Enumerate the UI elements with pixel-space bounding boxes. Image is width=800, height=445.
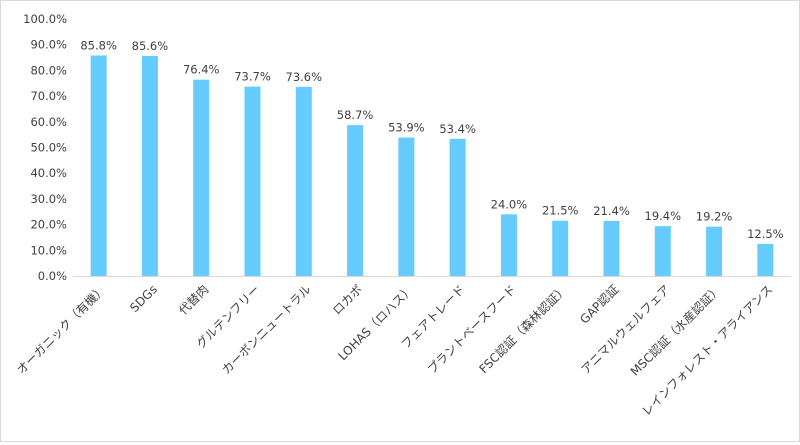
bar <box>757 243 774 276</box>
data-label: 73.6% <box>286 70 323 84</box>
y-tick-label: 40.0% <box>30 166 67 180</box>
bar <box>347 125 364 277</box>
data-label: 19.4% <box>645 209 682 223</box>
category-label: FSC認証（森林認証） <box>476 282 571 377</box>
data-label: 12.5% <box>747 227 784 241</box>
bar <box>654 226 671 276</box>
category-label: MSC認証（水産認証） <box>627 282 724 379</box>
bar <box>500 214 517 276</box>
bar <box>449 138 466 276</box>
y-axis-ticks: 0.0% 10.0% 20.0% 30.0% 40.0% 50.0% 60.0% 70.0% 8… <box>23 12 67 283</box>
data-label: 24.0% <box>491 197 528 211</box>
category-label: ロカボ <box>330 282 365 317</box>
data-label: 76.4% <box>183 63 220 77</box>
y-tick-label: 20.0% <box>30 218 67 232</box>
category-label: オーガニック（有機） <box>13 282 108 377</box>
bar <box>141 56 158 277</box>
category-label: アニマルウェルフェア <box>578 282 673 377</box>
data-label: 73.7% <box>234 70 271 84</box>
y-tick-label: 30.0% <box>30 192 67 206</box>
data-label: 53.9% <box>388 120 425 134</box>
data-label: 21.4% <box>593 204 630 218</box>
category-label: プラントベースフード <box>425 282 519 376</box>
y-tick-label: 70.0% <box>30 89 67 103</box>
y-tick-label: 80.0% <box>30 63 67 77</box>
data-label: 53.4% <box>439 122 476 136</box>
data-label: 21.5% <box>542 204 579 218</box>
y-tick-label: 60.0% <box>30 115 67 129</box>
data-label: 85.6% <box>132 39 169 53</box>
bar <box>244 86 261 276</box>
bar <box>603 221 620 276</box>
bars <box>90 55 774 277</box>
category-label: カーボンニュートラル <box>219 282 314 377</box>
bar <box>295 86 312 277</box>
bar <box>552 220 569 276</box>
bar <box>398 137 415 276</box>
category-label: GAP認証 <box>577 282 622 327</box>
y-tick-label: 10.0% <box>30 243 67 257</box>
y-tick-label: 50.0% <box>30 141 67 155</box>
bar <box>706 226 723 276</box>
data-label: 85.8% <box>80 38 117 52</box>
y-tick-label: 100.0% <box>23 12 67 26</box>
data-label: 19.2% <box>696 210 733 224</box>
category-label: SDGs <box>127 282 160 315</box>
bar <box>90 55 107 276</box>
y-tick-label: 90.0% <box>30 38 67 52</box>
data-labels: 85.8% 85.6% 76.4% 73.7% 73.6% 58.7% 53.9% 53.4%… <box>80 38 783 240</box>
bar <box>193 79 210 276</box>
data-label: 58.7% <box>337 108 374 122</box>
y-tick-label: 0.0% <box>38 269 67 283</box>
category-label: 代替肉 <box>176 282 211 317</box>
